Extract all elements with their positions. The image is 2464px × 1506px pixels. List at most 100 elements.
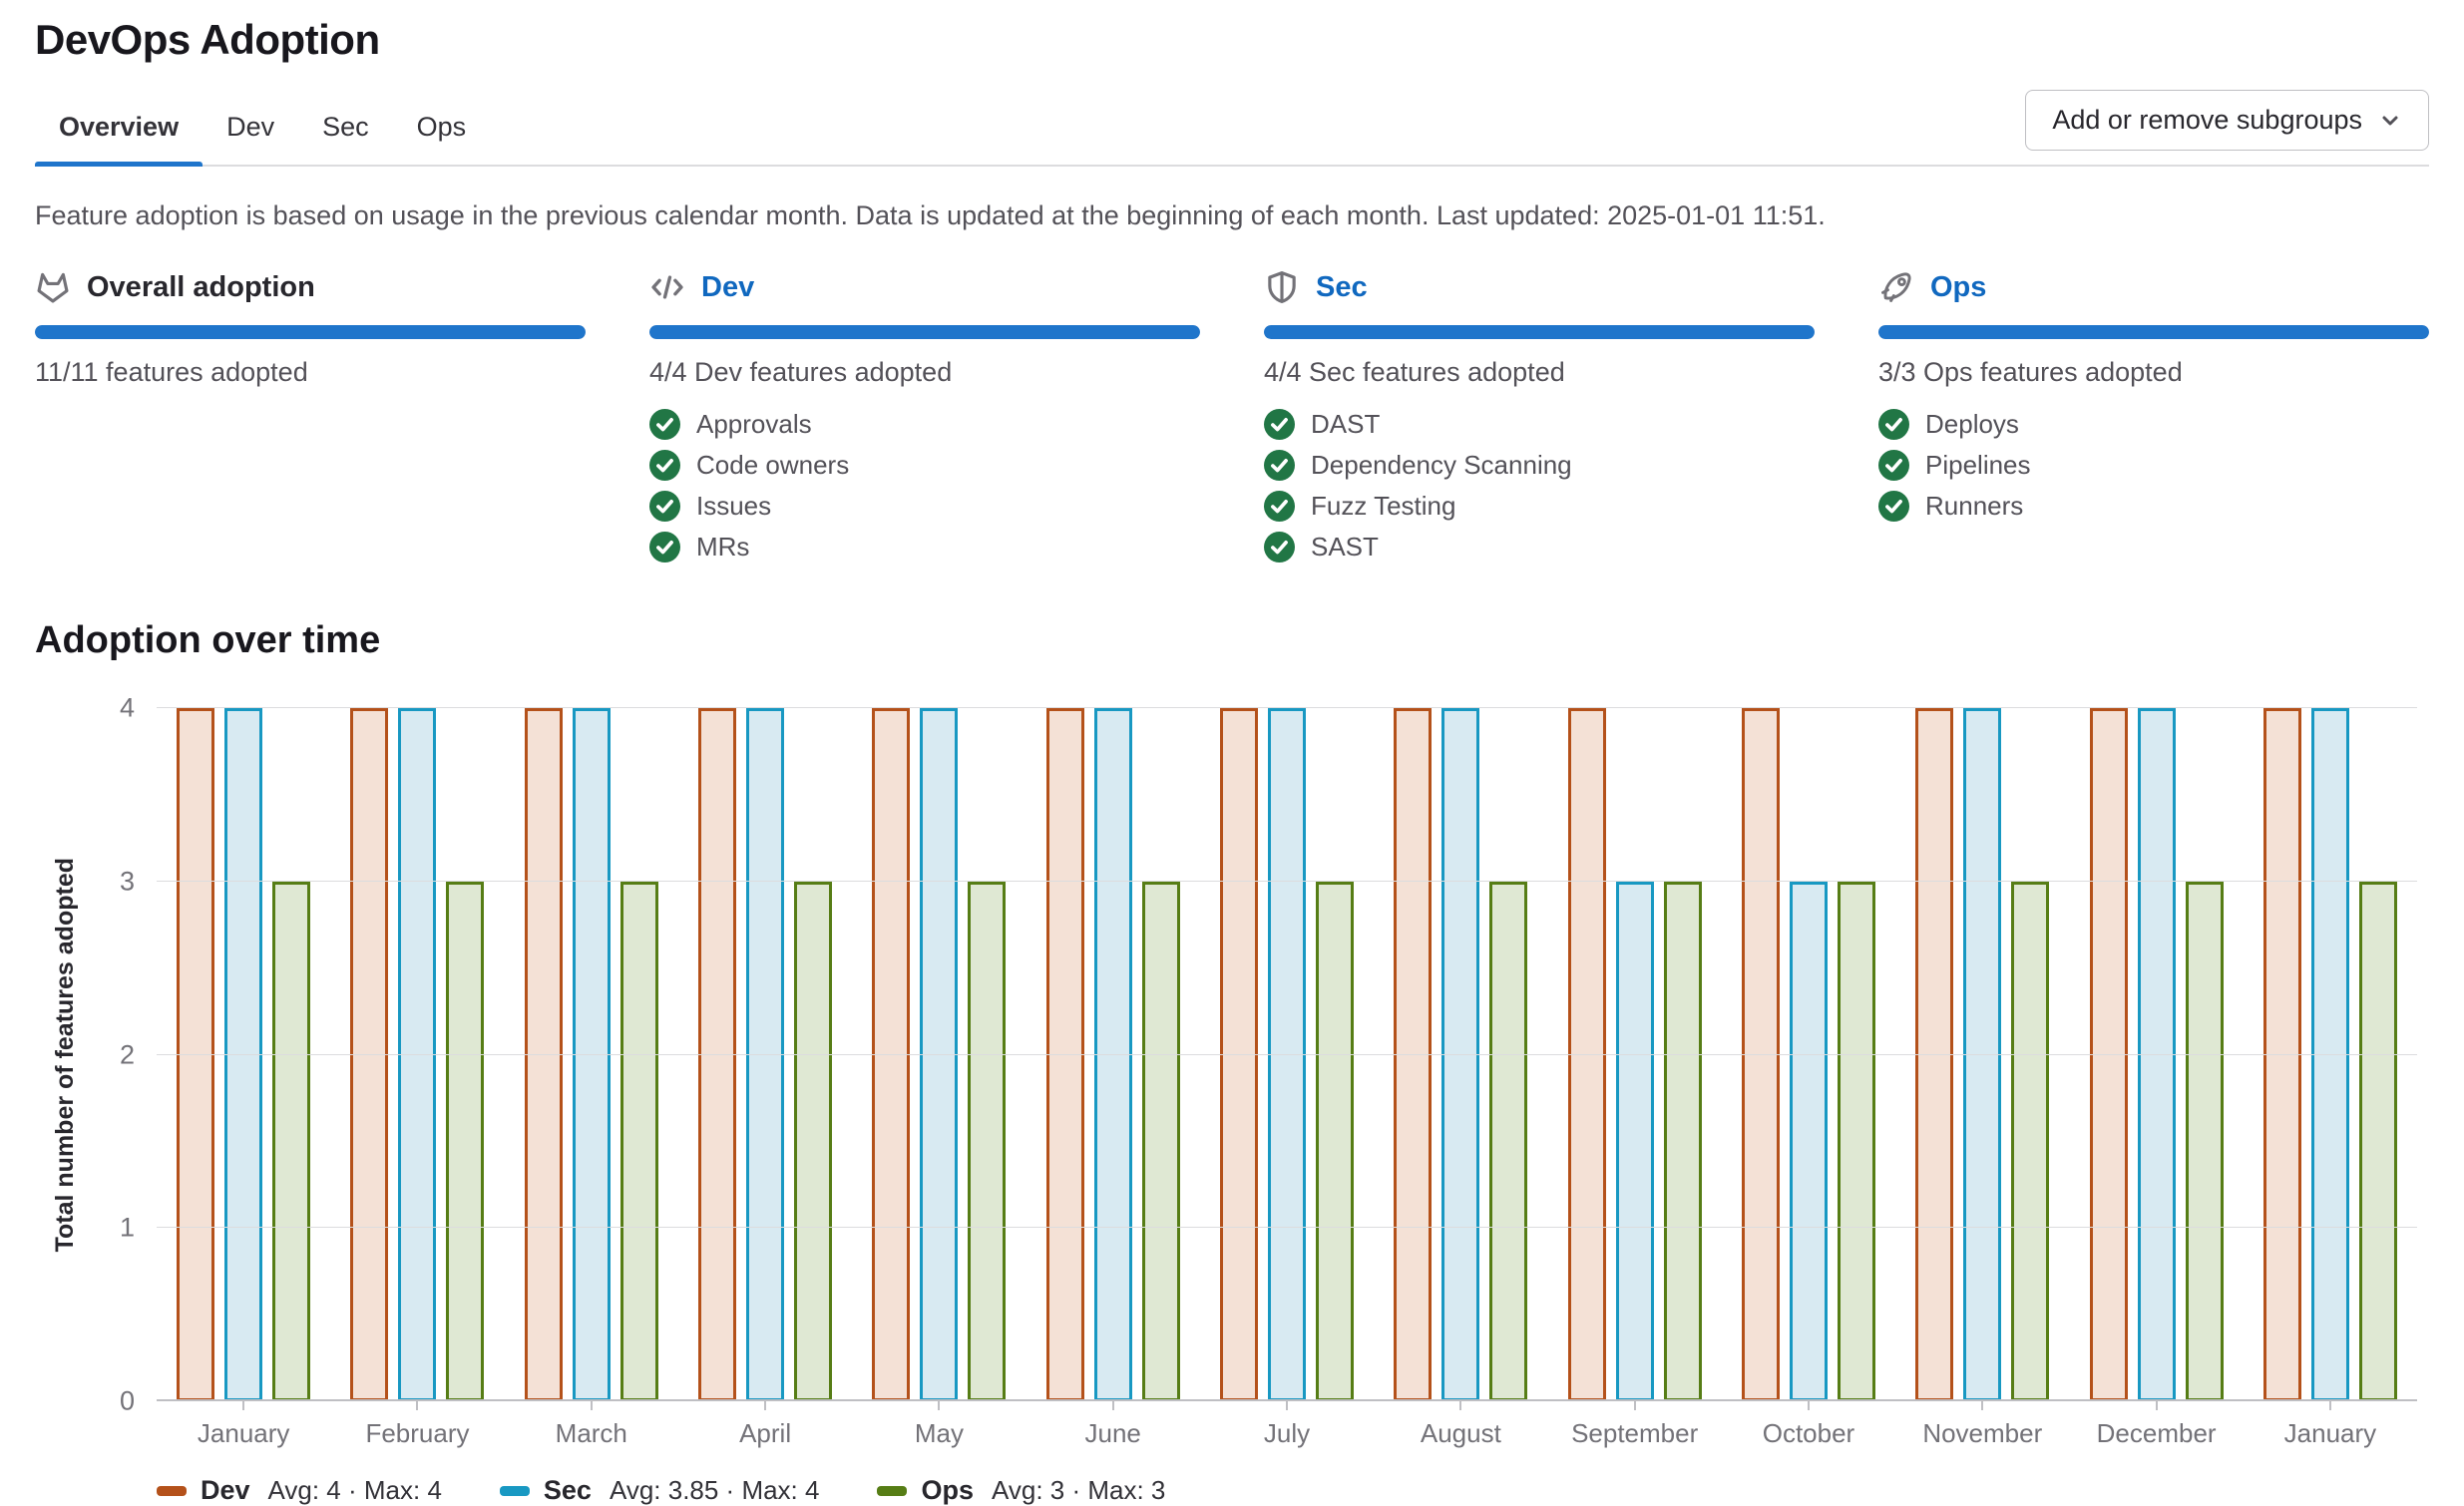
x-axis-label-cell: June [1027, 1401, 1200, 1449]
bar-group-june-5 [1027, 708, 1200, 1401]
y-tick-label: 2 [119, 1039, 135, 1069]
bar-group-january-12 [2244, 708, 2417, 1401]
legend-item-sec[interactable]: Sec Avg: 3.85 · Max: 4 [499, 1475, 819, 1506]
add-or-remove-subgroups-button[interactable]: Add or remove subgroups [2025, 90, 2429, 151]
adoption-card-dev: Dev 4/4 Dev features adopted Approvals Code… [649, 269, 1200, 567]
plot-area [157, 707, 2417, 1401]
legend-series-name: Dev [201, 1475, 250, 1505]
sec-bar [1963, 708, 2002, 1401]
x-axis-label-cell: November [1895, 1401, 2069, 1449]
feature-label: Code owners [696, 450, 850, 480]
adoption-card-overall-adoption: Overall adoption 11/11 features adopted [35, 269, 586, 567]
bar-group-august-7 [1374, 708, 1547, 1401]
legend-item-dev[interactable]: Dev Avg: 4 · Max: 4 [157, 1475, 442, 1506]
tab-bar: Overview Dev Sec Ops Add or remove subgroup… [35, 90, 2429, 167]
tab-dev[interactable]: Dev [226, 112, 275, 142]
sec-bar [2137, 708, 2176, 1401]
card-title-ops[interactable]: Ops [1930, 270, 1987, 303]
x-axis-tick [764, 1401, 767, 1410]
x-axis-tick [416, 1401, 419, 1410]
feature-item: Approvals [649, 404, 1200, 445]
feature-label: Pipelines [1925, 450, 2031, 480]
adoption-summary: 4/4 Dev features adopted [649, 357, 953, 387]
adoption-summary: 3/3 Ops features adopted [1878, 357, 2183, 387]
x-axis-tick [1459, 1401, 1462, 1410]
y-tick-label: 4 [119, 692, 135, 723]
bar-group-april-3 [678, 708, 852, 1401]
adoption-progress-bar [35, 325, 586, 339]
ops-bar [2358, 881, 2397, 1401]
card-title-dev[interactable]: Dev [701, 270, 755, 303]
feature-label: Dependency Scanning [1311, 450, 1572, 480]
dev-bar [177, 708, 215, 1401]
check-circle-icon [649, 409, 680, 440]
feature-item: Dependency Scanning [1264, 445, 1815, 486]
bar-group-may-4 [852, 708, 1026, 1401]
feature-label: SAST [1311, 532, 1379, 562]
dev-bar [2089, 708, 2128, 1401]
feature-item: SAST [1264, 527, 1815, 567]
tanuki-icon [35, 269, 71, 305]
legend-swatch-dev [157, 1485, 187, 1496]
bar-group-november-10 [1895, 708, 2069, 1401]
ops-bar [619, 881, 658, 1401]
tab-ops[interactable]: Ops [416, 112, 467, 142]
gridline [157, 1053, 2417, 1055]
legend-item-ops[interactable]: Ops Avg: 3 · Max: 3 [877, 1475, 1165, 1506]
ops-bar [446, 881, 485, 1401]
ops-bar [1489, 881, 1528, 1401]
sec-bar [224, 708, 263, 1401]
bar-groups [157, 708, 2417, 1401]
chart-heading: Adoption over time [35, 619, 381, 661]
legend-series-name: Ops [921, 1475, 974, 1505]
dev-bar [1045, 708, 1084, 1401]
x-axis-tick [590, 1401, 593, 1410]
feature-label: Fuzz Testing [1311, 491, 1456, 521]
feature-list: Deploys Pipelines Runners [1878, 404, 2429, 527]
feature-label: Approvals [696, 409, 812, 439]
x-axis-label-cell: October [1722, 1401, 1895, 1449]
check-circle-icon [649, 532, 680, 563]
dev-bar [698, 708, 737, 1401]
feature-label: Deploys [1925, 409, 2019, 439]
tab-sec[interactable]: Sec [322, 112, 369, 142]
x-axis-label-cell: January [157, 1401, 330, 1449]
feature-item: MRs [649, 527, 1200, 567]
feature-list: DAST Dependency Scanning Fuzz Testing SAST [1264, 404, 1815, 567]
x-axis-label-cell: July [1200, 1401, 1374, 1449]
sec-bar [746, 708, 785, 1401]
month-label: September [1571, 1418, 1699, 1448]
dev-bar [1394, 708, 1433, 1401]
check-circle-icon [1878, 491, 1909, 522]
ops-bar [272, 881, 311, 1401]
ops-bar [968, 881, 1007, 1401]
ops-bar [1141, 881, 1180, 1401]
dev-bar [1220, 708, 1259, 1401]
dev-bar [1741, 708, 1780, 1401]
y-tick-label: 3 [119, 866, 135, 897]
ops-bar [1663, 881, 1702, 1401]
ops-bar [2011, 881, 2050, 1401]
dev-bar [524, 708, 563, 1401]
adoption-over-time-chart: Total number of features adopted 0 1 2 3 4 J… [35, 693, 2429, 1506]
y-tick-label: 0 [119, 1385, 135, 1416]
sec-bar [572, 708, 611, 1401]
legend-swatch-sec [499, 1485, 530, 1496]
sec-bar [1441, 708, 1480, 1401]
card-title-sec[interactable]: Sec [1316, 270, 1368, 303]
bar-group-january-0 [157, 708, 330, 1401]
x-axis-tick [938, 1401, 941, 1410]
x-axis-label-cell: February [330, 1401, 504, 1449]
x-axis-label-cell: September [1548, 1401, 1722, 1449]
gridline [157, 880, 2417, 882]
x-axis-label-cell: April [678, 1401, 852, 1449]
tab-overview[interactable]: Overview [35, 92, 204, 167]
feature-item: Runners [1878, 486, 2429, 527]
feature-item: Code owners [649, 445, 1200, 486]
adoption-summary: 4/4 Sec features adopted [1264, 357, 1565, 387]
x-axis-tick [1981, 1401, 1984, 1410]
page-title: DevOps Adoption [35, 16, 380, 63]
month-label: April [739, 1418, 792, 1448]
chart-legend: Dev Avg: 4 · Max: 4 Sec Avg: 3.85 · Max: 4 O… [157, 1475, 2429, 1506]
x-axis-tick [242, 1401, 245, 1410]
